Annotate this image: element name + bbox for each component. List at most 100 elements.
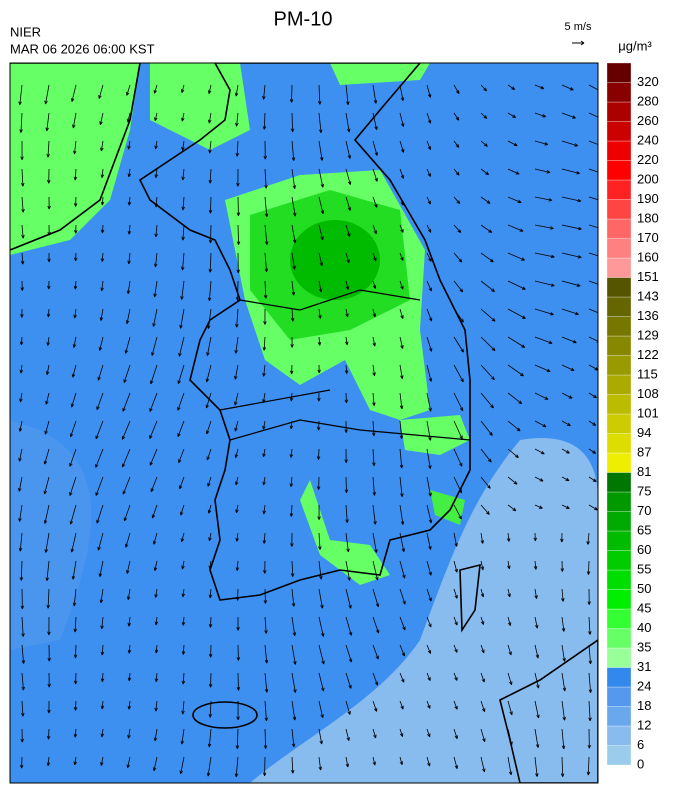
wind-arrow [235,588,240,601]
wind-arrow [98,560,104,577]
wind-arrow [316,448,321,460]
wind-arrow [372,728,377,739]
wind-arrow [560,532,564,543]
wind-arrow [262,336,267,351]
wind-arrow [399,504,405,525]
wind-arrow [507,616,512,626]
wind-arrow [345,336,349,346]
wind-arrow [399,700,404,710]
wind-arrow [480,756,486,773]
wind-arrow [426,700,431,709]
wind-arrow [20,728,24,743]
wind-arrow [372,700,378,712]
wind-arrow [453,476,463,494]
wind-arrow [207,476,212,487]
wind-arrow [208,140,212,154]
wind-arrow [586,756,591,776]
wind-arrow [181,616,186,626]
wind-arrow [99,112,104,125]
wind-arrow [290,112,295,133]
wind-arrow [127,168,132,178]
wind-arrow [453,140,460,148]
wind-arrow [561,336,577,344]
wind-arrow [561,308,579,316]
wind-arrow [121,420,131,440]
wind-arrow [480,532,484,544]
wind-arrow [480,112,488,119]
wind-arrow [507,308,526,319]
wind-arrow [345,644,353,663]
wind-arrow [426,112,432,124]
wind-arrow [453,280,464,293]
wind-arrow [399,476,404,497]
wind-arrow [480,308,496,322]
colorbar-bin [606,394,632,415]
wind-arrow [318,84,322,105]
colorbar-label: 55 [637,561,651,576]
colorbar-bin [606,569,632,590]
wind-arrow [480,252,494,263]
wind-arrow [344,392,349,404]
wind-arrow [262,392,266,403]
wind-arrow [234,756,239,778]
wind-arrow [345,560,351,581]
wind-arrow [236,616,240,631]
wind-arrow [534,672,540,689]
wind-arrow [453,756,459,770]
colorbar-bin [606,530,632,551]
wind-arrow [345,112,351,133]
wind-arrow [587,728,592,749]
wind-arrow [264,252,269,273]
colorbar-label: 18 [637,698,651,713]
wind-arrow [507,420,521,432]
wind-arrow [426,280,432,292]
wind-arrow [317,336,322,346]
wind-arrow [18,532,23,552]
wind-arrow [20,588,25,610]
wind-arrow [480,84,488,92]
wind-arrow [560,560,564,572]
wind-arrow [453,588,458,599]
wind-arrow [181,140,185,151]
wind-arrow [46,336,50,346]
wind-arrow [318,112,323,134]
wind-arrow [507,168,520,175]
wind-arrow [208,560,212,570]
wind-arrow [206,756,212,777]
wind-arrow [453,168,460,176]
wind-arrow [100,252,105,262]
wind-arrow [399,336,404,349]
wind-arrow [399,616,406,631]
wind-arrow [127,140,131,150]
wind-arrow [127,616,131,627]
wind-arrow [426,588,432,602]
wind-arrow [453,728,458,740]
wind-arrow [588,196,598,201]
wind-arrow [345,588,352,609]
wind-arrow [453,112,460,121]
wind-arrow [262,364,266,377]
wind-arrow [588,168,598,173]
wind-arrow [154,700,158,712]
colorbar-label: 115 [637,366,658,381]
wind-arrow [291,700,297,721]
wind-arrow [47,224,51,236]
wind-arrow [507,476,518,485]
wind-arrow [154,168,158,178]
wind-arrow [561,224,582,231]
wind-arrow [480,280,495,292]
wind-arrow [45,364,50,375]
wind-arrow [47,168,51,184]
wind-arrow [372,112,378,130]
wind-arrow [534,756,539,777]
wind-arrow [21,616,25,637]
wind-arrow [317,504,321,520]
wind-arrow [181,700,185,715]
wind-arrow [178,336,185,357]
wind-arrow [263,308,267,325]
wind-arrow [19,560,24,581]
wind-arrow [316,420,321,431]
wind-arrow [179,504,185,516]
wind-arrow [588,420,597,426]
wind-arrow [20,280,24,291]
